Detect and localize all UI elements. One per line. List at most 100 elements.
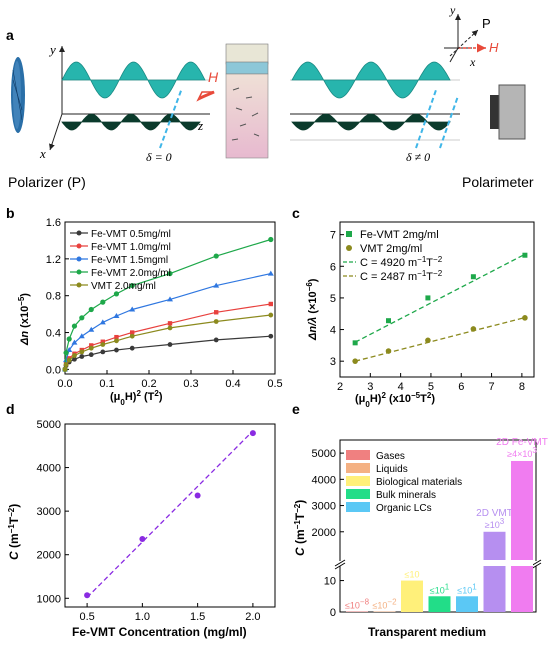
- bar-label-value: ≤10−8: [345, 597, 370, 611]
- y-tick-label: 5000: [37, 419, 61, 431]
- x-tick-label: 0.3: [183, 378, 198, 390]
- legend-marker: [346, 231, 352, 237]
- data-point: [425, 295, 431, 301]
- data-point: [63, 362, 69, 368]
- x-tick-label: 0.5: [267, 378, 282, 390]
- data-point: [352, 340, 358, 346]
- legend-marker: [76, 269, 82, 275]
- x-axis-label: Fe-VMT Concentration (mg/ml): [72, 625, 247, 639]
- y-axis-label: Δn/λ (×10−6): [305, 278, 320, 341]
- data-point: [100, 299, 106, 305]
- legend-label: VMT 2mg/ml: [360, 243, 422, 255]
- panel-a: a y x z δ = 0 H: [6, 3, 534, 190]
- data-point: [88, 345, 94, 351]
- data-point: [88, 306, 94, 313]
- plot-frame: [339, 221, 535, 378]
- data-point: [386, 318, 391, 324]
- bar-label-name: 2D Fe-VMT: [496, 437, 548, 448]
- data-point: [66, 347, 73, 353]
- data-point: [129, 345, 135, 351]
- fit-line: [86, 430, 254, 598]
- legend-label: Fe-VMT 2.0mg/ml: [91, 268, 171, 279]
- y-tick-label: 1.6: [46, 217, 61, 229]
- polarizer-disk: [11, 57, 25, 133]
- y-tick-label: 5: [330, 293, 336, 305]
- data-point: [268, 312, 274, 318]
- data-point: [88, 352, 94, 358]
- data-point: [425, 337, 431, 344]
- y-tick-label: 4: [330, 325, 336, 337]
- data-point: [214, 310, 219, 315]
- data-point: [100, 349, 106, 355]
- legend-label: Gases: [376, 451, 405, 462]
- data-point: [470, 274, 476, 280]
- y-tick-label: 3000: [37, 506, 61, 518]
- panel-label-e: e: [292, 401, 300, 417]
- legend-label: Biological materials: [376, 477, 462, 488]
- y-axis-label: C (m−1T−2): [7, 504, 22, 560]
- right-axes: [290, 79, 460, 141]
- legend-swatch: [346, 476, 370, 486]
- y-axis-label: Δn (x10−5): [17, 293, 32, 346]
- polarizer-label: Polarizer (P): [8, 174, 86, 190]
- y-tick-label: 5000: [312, 448, 336, 460]
- axis-y-label: y: [48, 42, 56, 57]
- data-point: [167, 321, 173, 326]
- delta-left-label: δ = 0: [146, 150, 172, 164]
- series-line: [64, 303, 271, 370]
- phase-line-right-1: [415, 89, 437, 149]
- legend-label: Fe-VMT 0.5mg/ml: [91, 229, 171, 240]
- y-tick-label: 1.2: [46, 254, 61, 266]
- wave-top-left: [61, 61, 206, 99]
- data-point: [522, 252, 528, 258]
- axis-break-mark: [334, 559, 346, 567]
- x-tick-label: 2: [337, 381, 343, 393]
- bar: [483, 531, 506, 612]
- data-point: [113, 291, 120, 297]
- axis-break-gap: [334, 561, 542, 566]
- x-tick-label: 1.5: [190, 611, 205, 623]
- legend-swatch: [346, 450, 370, 460]
- data-point: [71, 339, 78, 345]
- panel-c: c 2 3 4 5 6 7 8 3 4 5 6 7 (μ0H)2 (x10−5T2) Δn/λ (×10−6…: [292, 205, 535, 409]
- data-point: [213, 253, 219, 259]
- data-point: [129, 282, 135, 289]
- x-tick-label: 6: [458, 381, 464, 393]
- x-axis-label: (μ0H)2 (x10−5T2): [355, 391, 435, 409]
- data-point: [267, 270, 274, 276]
- bar-label-value: ≥4×103: [507, 445, 537, 459]
- axis-z-label: z: [197, 118, 203, 133]
- data-point: [213, 319, 219, 324]
- panel-d: d 0.5 1.0 1.5 2.0 1000 2000 3000 4000 5000 Fe-VMT …: [6, 401, 276, 639]
- data-point: [129, 306, 136, 312]
- data-point: [88, 326, 95, 332]
- x-tick-label: 2.0: [245, 611, 260, 623]
- legend-label: Fe-VMT 2mg/ml: [360, 229, 439, 241]
- data-point: [100, 339, 105, 344]
- data-point: [84, 592, 91, 599]
- data-point: [268, 301, 273, 307]
- x-tick-label: 0.0: [57, 378, 72, 390]
- axis-x-label: x: [39, 146, 46, 161]
- y-tick-label: 6: [330, 261, 336, 273]
- data-point: [114, 347, 119, 353]
- polarimeter-icon: [490, 84, 526, 140]
- phase-line-left: [159, 87, 183, 149]
- y-tick-label: 3000: [312, 501, 336, 513]
- y-axis-label: C (m−1T−2): [293, 500, 308, 556]
- data-point: [72, 356, 77, 362]
- bar-label-value: ≤10−2: [372, 597, 397, 611]
- bar-break-gap: [483, 560, 506, 566]
- legend-marker: [76, 282, 82, 288]
- data-point: [139, 536, 146, 543]
- y-tick-label: 1000: [37, 593, 61, 605]
- legend-marker: [76, 243, 82, 249]
- data-point: [72, 353, 77, 358]
- y-tick-label: 0.8: [46, 291, 61, 303]
- x-tick-label: 1.0: [135, 611, 150, 623]
- data-point: [352, 358, 358, 364]
- data-point: [114, 338, 119, 344]
- phase-line-right-2: [439, 95, 459, 149]
- x-tick-label: 0.4: [225, 378, 240, 390]
- inset-H-label: H: [489, 40, 499, 55]
